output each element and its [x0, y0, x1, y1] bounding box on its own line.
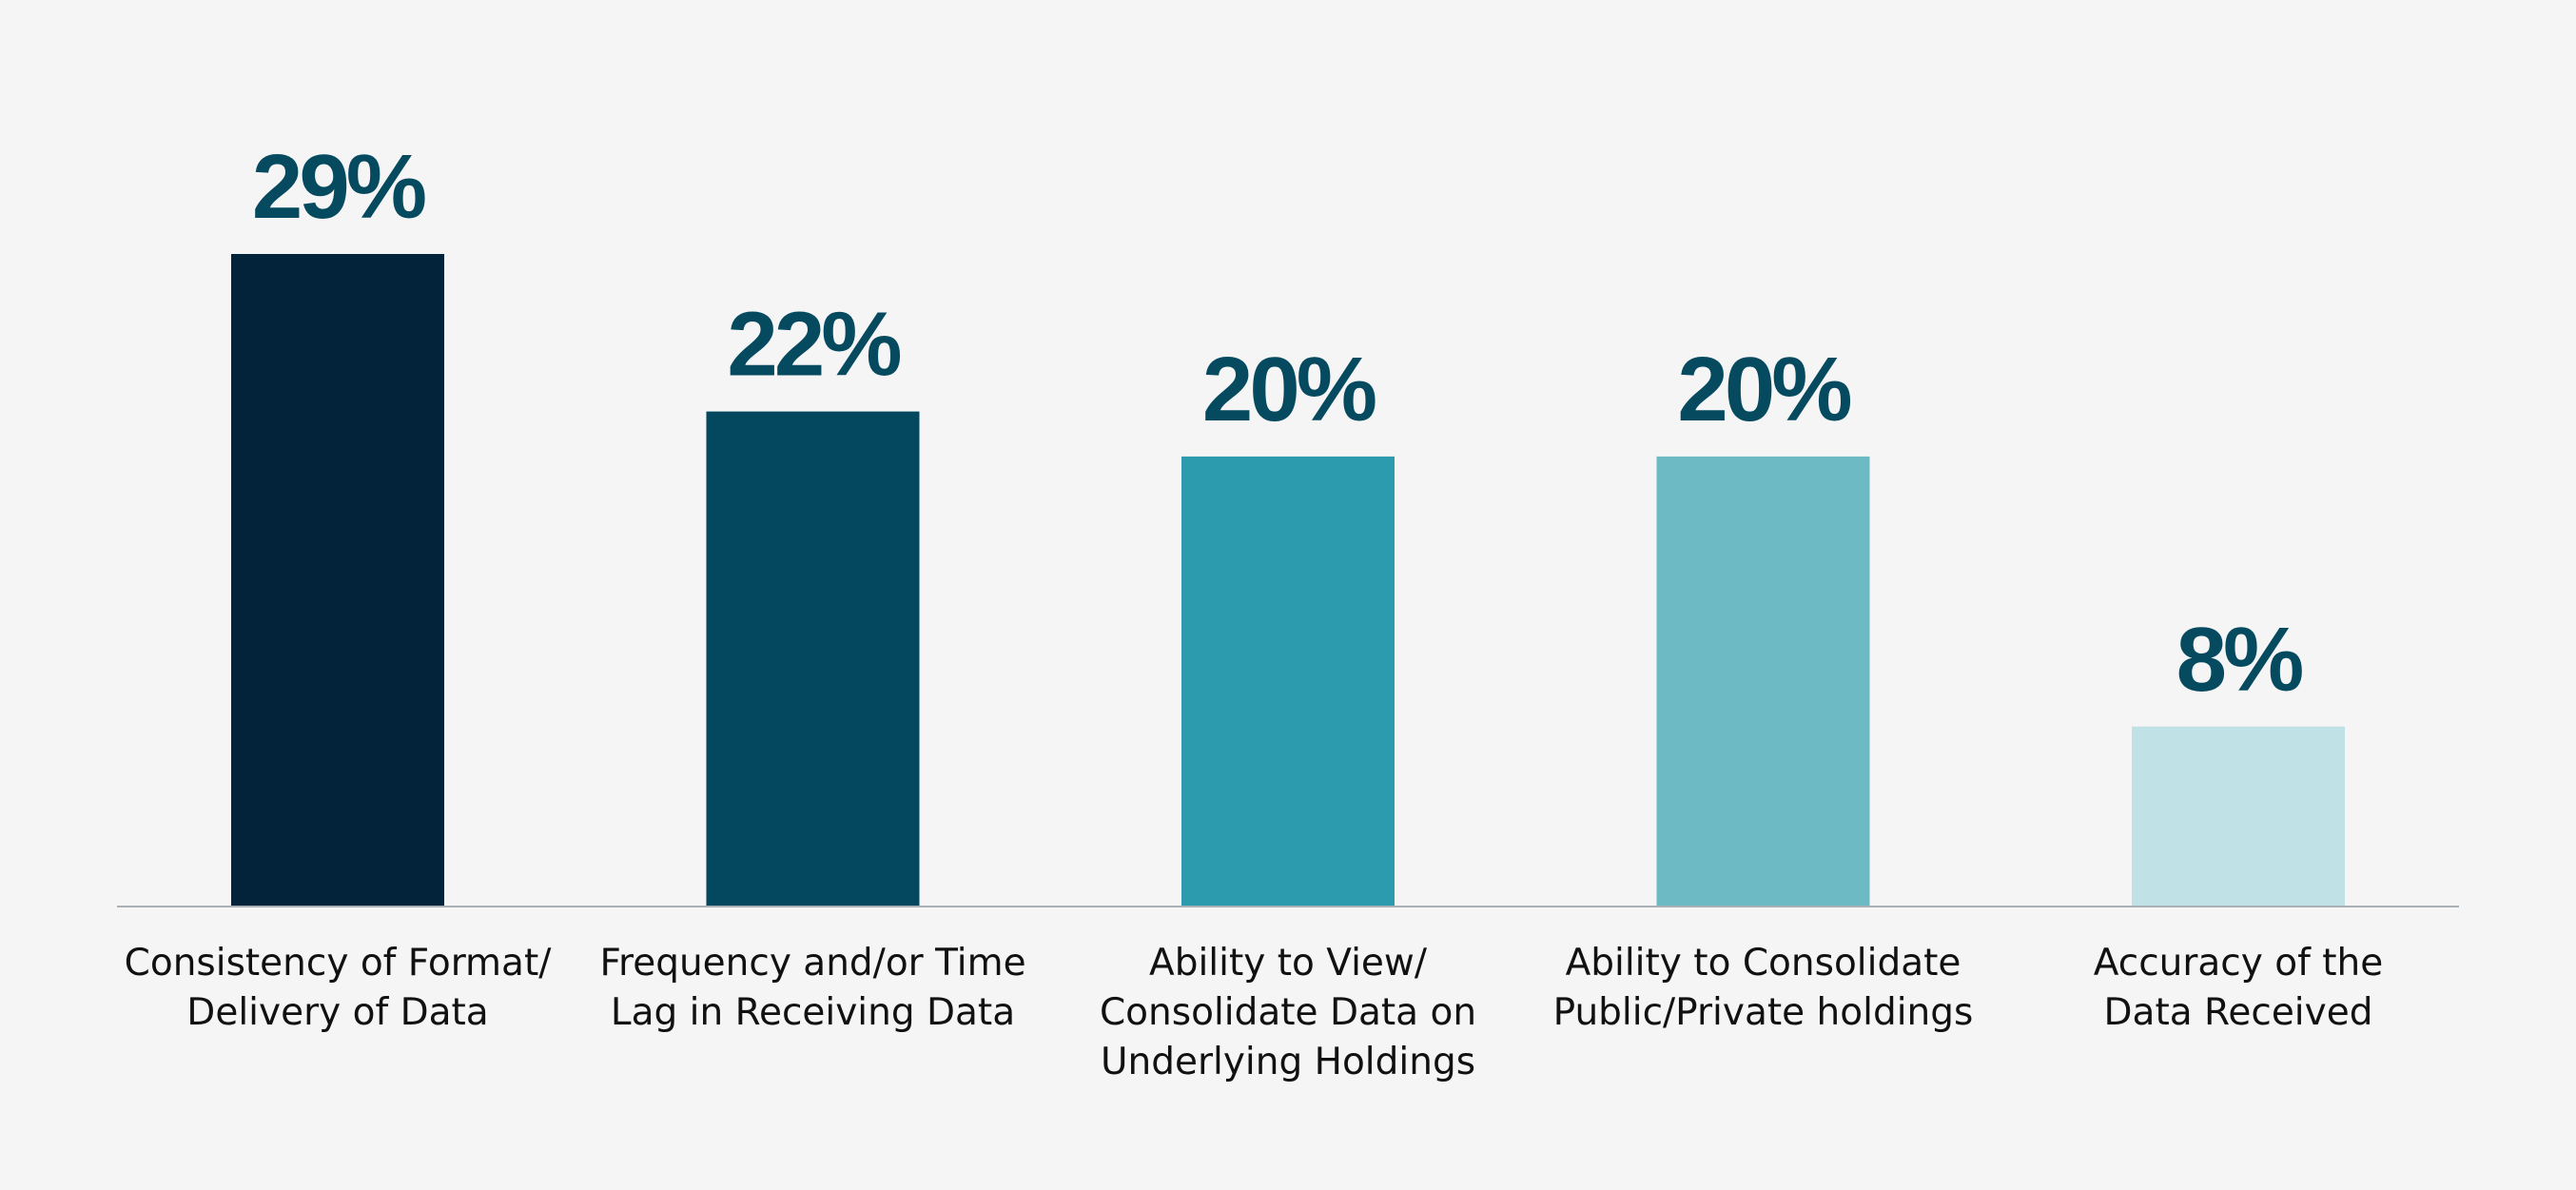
- category-label-line: Ability to View/: [1149, 942, 1428, 985]
- category-label-3: Ability to View/Consolidate Data on Under…: [1100, 942, 1476, 1083]
- bar-3: [1181, 456, 1395, 907]
- category-label-line: Consolidate Data on: [1100, 991, 1476, 1034]
- value-label-5: 8%: [2176, 609, 2302, 711]
- category-label-line: Consistency of Format/: [125, 942, 553, 985]
- category-label-line: Ability to Consolidate: [1566, 942, 1961, 985]
- category-label-5: Accuracy of the Data Received: [2094, 942, 2383, 1034]
- category-label-line: Underlying Holdings: [1101, 1041, 1475, 1083]
- category-label-2: Frequency and/or Time Lag in Receiving Da…: [599, 942, 1025, 1034]
- bar-4: [1656, 456, 1870, 907]
- bars-layer: [231, 254, 2345, 907]
- bar-5: [2132, 726, 2345, 907]
- value-label-2: 22%: [727, 294, 900, 396]
- category-label-4: Ability to Consolidate Public/Private hol…: [1553, 942, 1974, 1034]
- value-label-1: 29%: [252, 136, 425, 238]
- category-label-1: Consistency of Format/Delivery of Data: [125, 942, 553, 1034]
- value-label-3: 20%: [1202, 339, 1376, 440]
- category-label-line: Lag in Receiving Data: [611, 991, 1015, 1034]
- category-label-line: Public/Private holdings: [1553, 991, 1974, 1034]
- value-labels-layer: 29% 22% 20% 20% 8%: [252, 136, 2306, 711]
- category-label-line: Accuracy of the: [2094, 942, 2383, 985]
- category-labels-layer: Consistency of Format/Delivery of Data Fr…: [125, 942, 2384, 1083]
- value-label-4: 20%: [1677, 339, 1850, 440]
- category-label-line: Delivery of Data: [186, 991, 488, 1034]
- bar-2: [706, 411, 920, 907]
- category-label-line: Data Received: [2104, 991, 2373, 1034]
- bar-1: [231, 254, 444, 907]
- category-label-line: Frequency and/or Time: [599, 942, 1025, 985]
